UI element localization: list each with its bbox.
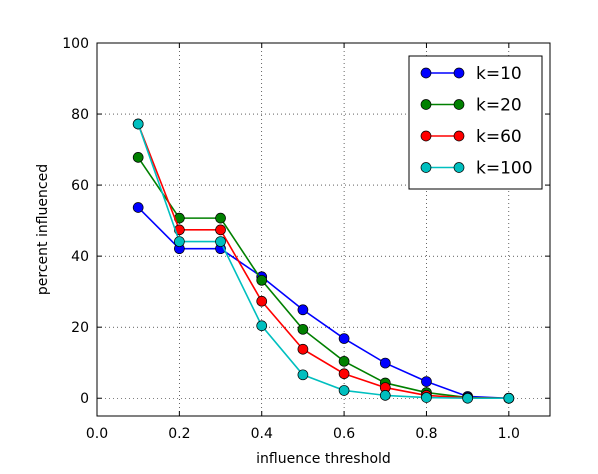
data-point	[132, 202, 144, 213]
data-point	[338, 333, 350, 344]
data-point	[174, 236, 185, 247]
legend-item: k=100	[420, 159, 533, 179]
ticks: 0.0 0.2 0.4 0.6 0.8 1.0 0 20 40 60 80 100	[62, 36, 550, 442]
data-point	[256, 295, 268, 307]
y-tick-label: 0	[80, 391, 89, 407]
y-tick-label: 100	[62, 36, 89, 52]
data-point	[338, 385, 350, 396]
legend-item: k=10	[420, 64, 522, 84]
x-tick-label: 1.0	[498, 426, 520, 442]
legend-label: k=60	[476, 127, 522, 147]
series-line	[137, 123, 509, 400]
legend-item: k=60	[420, 127, 522, 147]
y-axis-label: percent influenced	[35, 164, 51, 295]
x-tick-label: 0.2	[168, 426, 190, 442]
x-tick-label: 0.4	[251, 426, 273, 442]
series-k-100	[132, 118, 515, 404]
data-point	[421, 376, 432, 387]
legend-marker	[453, 130, 465, 142]
legend-marker	[420, 162, 432, 173]
x-axis-label: influence threshold	[256, 451, 391, 467]
series-line	[137, 156, 509, 400]
data-point	[379, 357, 391, 369]
y-tick-label: 20	[71, 320, 89, 336]
legend-label: k=10	[476, 64, 522, 84]
data-point	[338, 355, 350, 367]
legend-label: k=100	[476, 159, 533, 179]
data-point	[297, 343, 309, 355]
data-point	[132, 118, 144, 130]
data-point	[297, 323, 309, 335]
data-point	[421, 392, 432, 403]
legend-item: k=20	[420, 96, 522, 116]
legend: k=10 k=20 k=60 k=100	[408, 55, 543, 190]
y-tick-label: 40	[71, 249, 89, 265]
data-point	[215, 224, 226, 236]
data-point	[379, 390, 391, 401]
data-point	[462, 392, 473, 404]
y-tick-label: 60	[71, 178, 89, 194]
data-point	[215, 212, 226, 224]
data-point	[132, 152, 144, 163]
legend-marker	[420, 130, 432, 142]
plot-frame	[96, 42, 551, 417]
data-point	[338, 368, 350, 380]
data-point	[256, 320, 268, 332]
legend-label: k=20	[476, 96, 522, 116]
data-point	[297, 369, 309, 381]
legend-marker	[453, 67, 465, 79]
x-tick-label: 0.6	[333, 426, 355, 442]
data-point	[256, 274, 268, 286]
data-point	[503, 392, 515, 404]
legend-marker	[420, 99, 432, 110]
series-line	[137, 206, 509, 400]
legend-marker	[420, 67, 432, 79]
series-line	[137, 123, 509, 400]
series-group	[132, 118, 515, 404]
x-tick-label: 0.0	[86, 426, 108, 442]
data-point	[215, 236, 226, 247]
data-point	[297, 304, 309, 316]
legend-box	[408, 55, 543, 190]
legend-marker	[453, 162, 465, 173]
x-tick-label: 0.8	[415, 426, 437, 442]
legend-marker	[453, 99, 465, 110]
y-tick-label: 80	[71, 107, 89, 123]
